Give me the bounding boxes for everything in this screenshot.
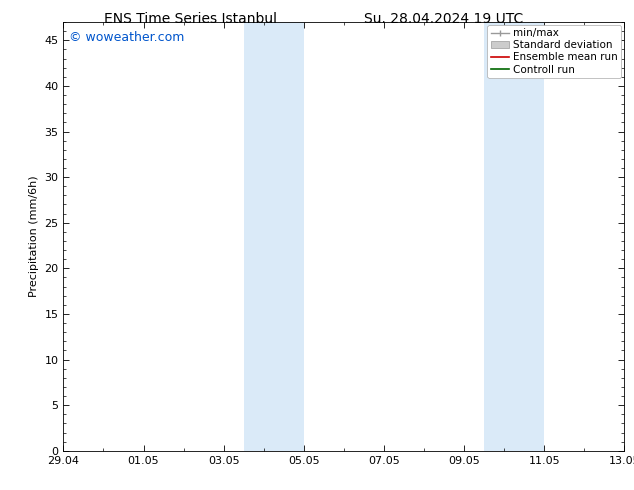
- Text: ENS Time Series Istanbul: ENS Time Series Istanbul: [104, 12, 276, 26]
- Y-axis label: Precipitation (mm/6h): Precipitation (mm/6h): [29, 175, 39, 297]
- Bar: [484, 22, 545, 451]
- Bar: [243, 22, 304, 451]
- Text: © woweather.com: © woweather.com: [69, 30, 184, 44]
- Text: Su. 28.04.2024 19 UTC: Su. 28.04.2024 19 UTC: [364, 12, 524, 26]
- Legend: min/max, Standard deviation, Ensemble mean run, Controll run: min/max, Standard deviation, Ensemble me…: [488, 25, 621, 78]
